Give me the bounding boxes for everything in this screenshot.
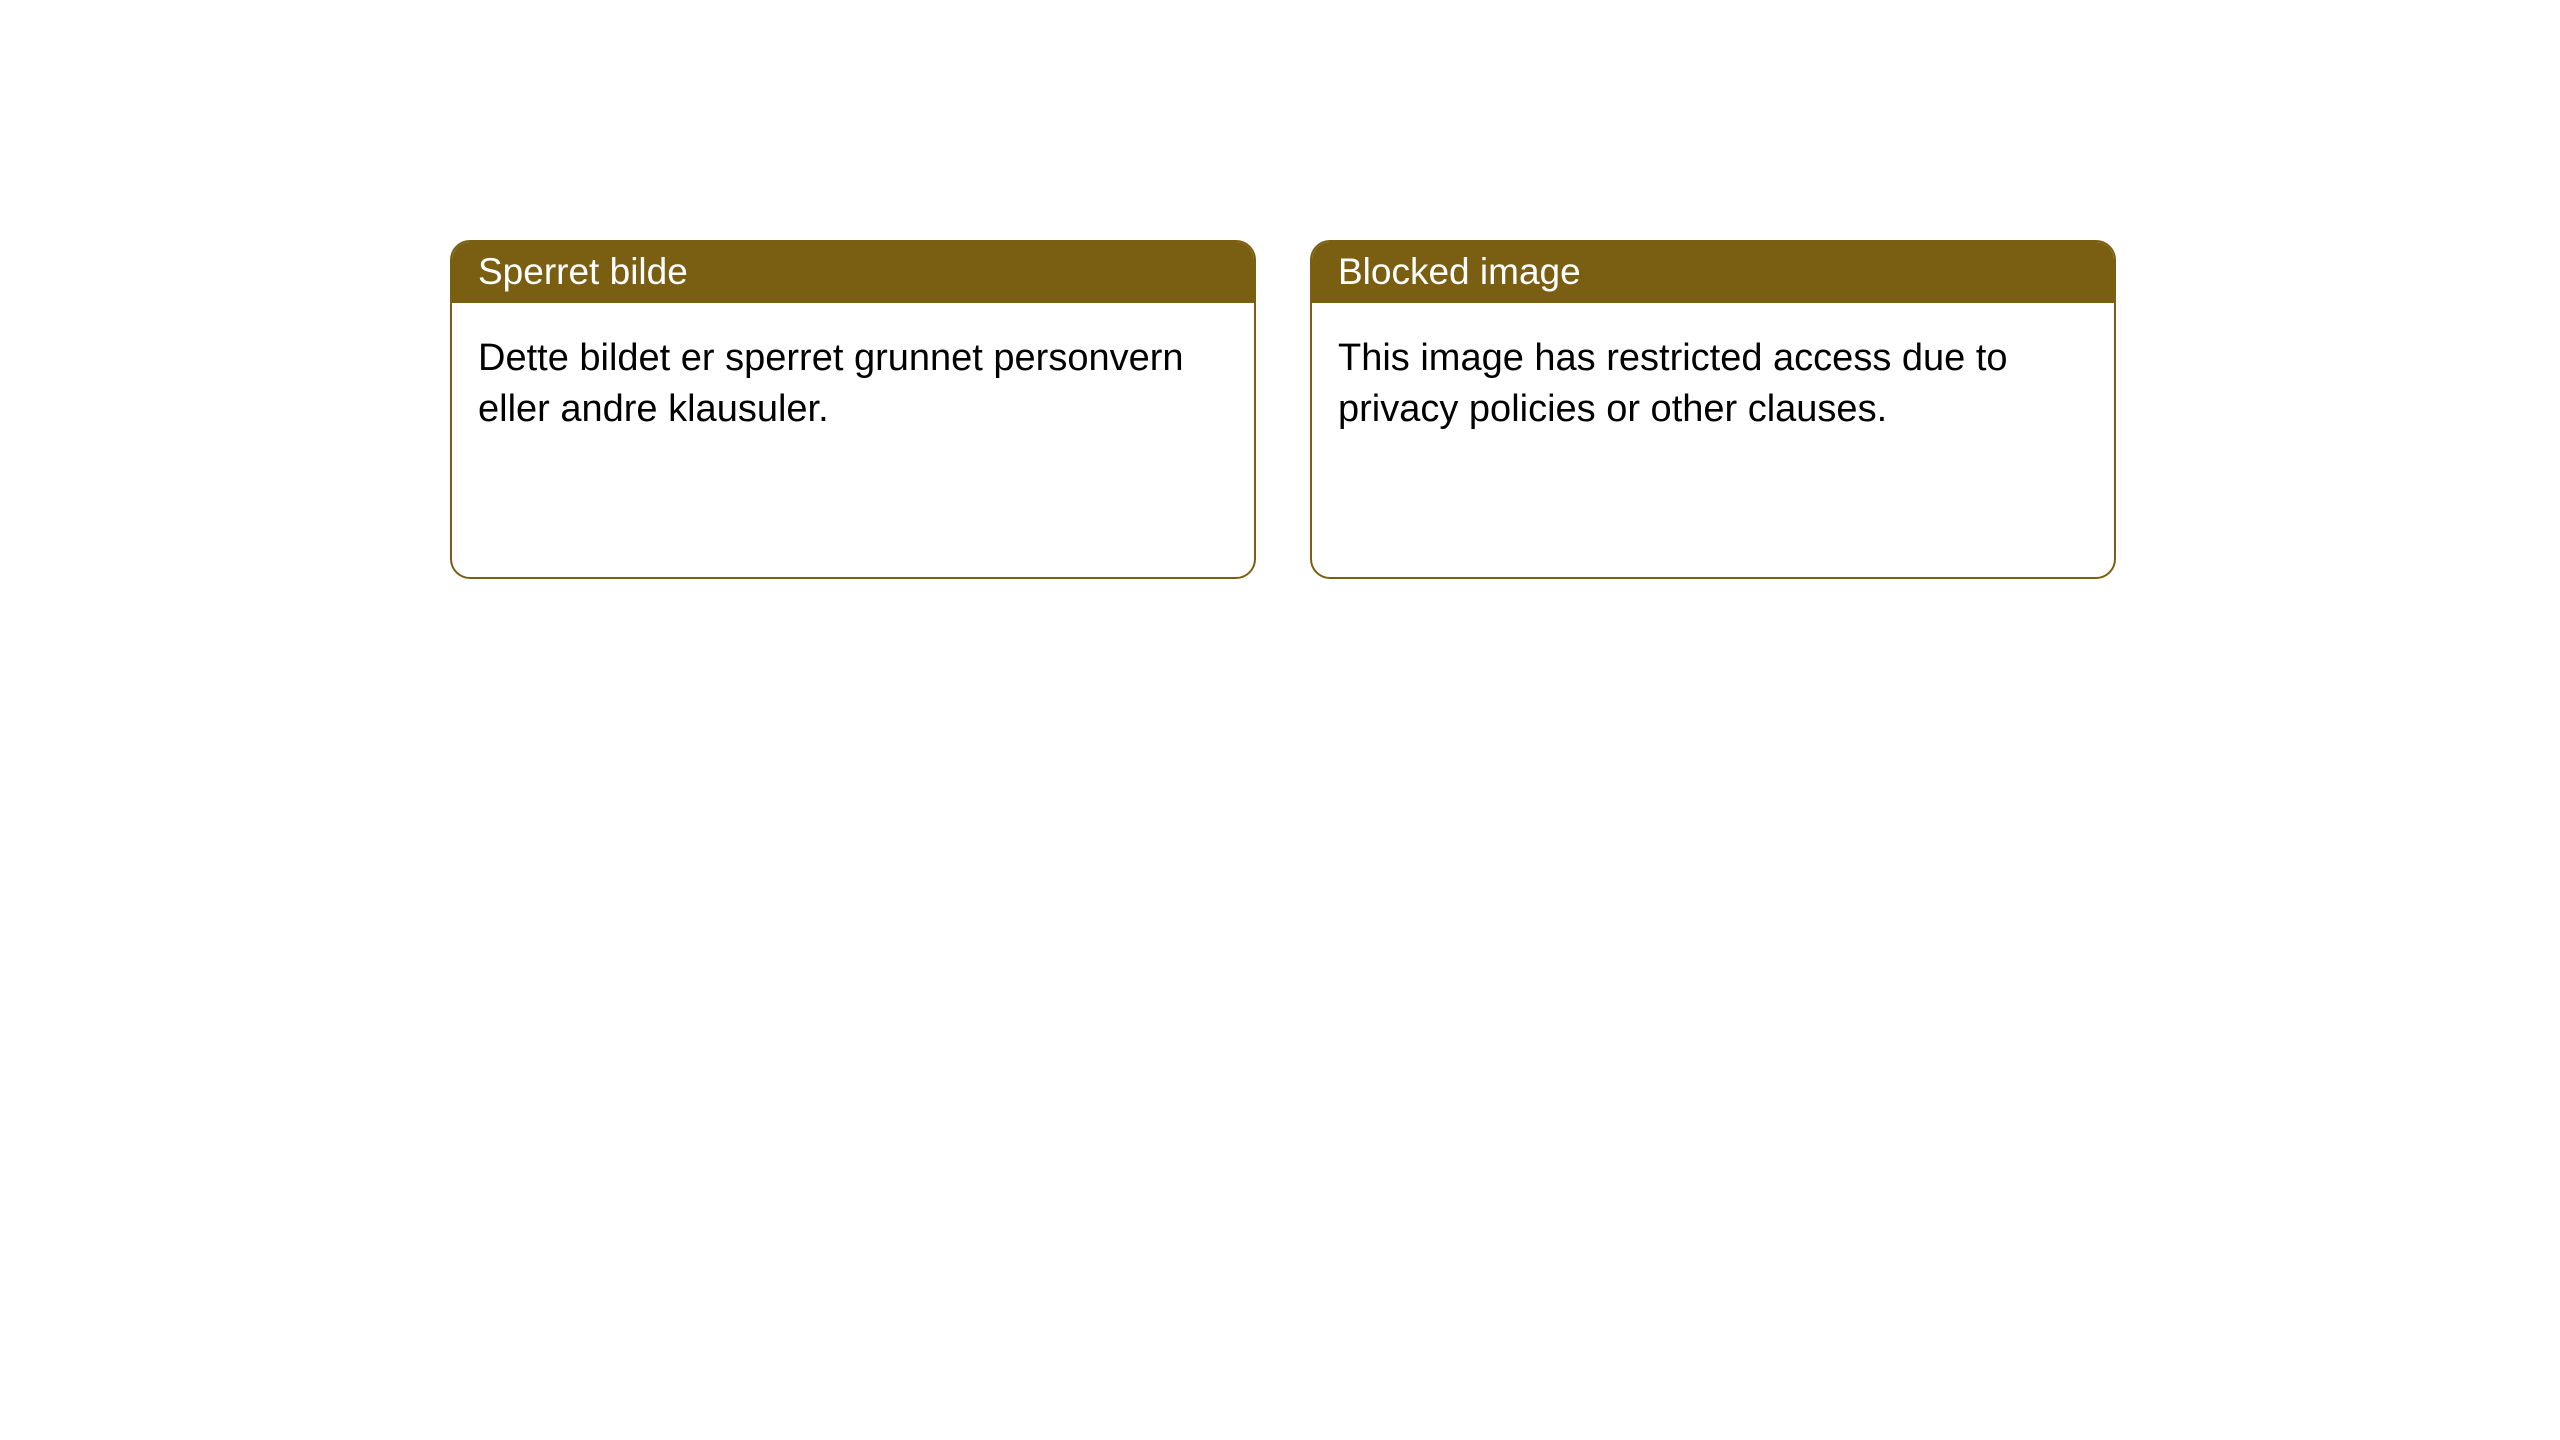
card-body-en: This image has restricted access due to … — [1312, 303, 2114, 465]
card-header-en: Blocked image — [1312, 242, 2114, 303]
cards-container: Sperret bilde Dette bildet er sperret gr… — [450, 240, 2116, 579]
blocked-image-card-no: Sperret bilde Dette bildet er sperret gr… — [450, 240, 1256, 579]
card-body-no: Dette bildet er sperret grunnet personve… — [452, 303, 1254, 465]
card-header-no: Sperret bilde — [452, 242, 1254, 303]
blocked-image-card-en: Blocked image This image has restricted … — [1310, 240, 2116, 579]
